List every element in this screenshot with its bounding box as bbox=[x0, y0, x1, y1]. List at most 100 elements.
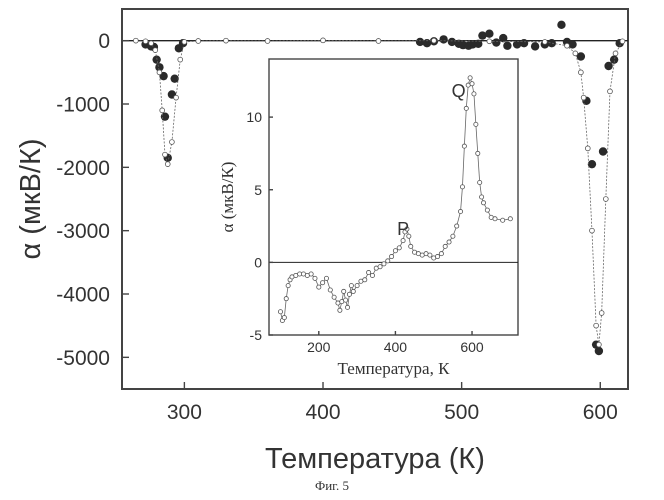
main-data-point bbox=[548, 39, 556, 47]
inset-data-point bbox=[324, 276, 328, 280]
main-y-axis-title: α (мкВ/К) bbox=[15, 138, 47, 259]
inset-data-point bbox=[321, 281, 325, 285]
main-data-point bbox=[596, 342, 601, 347]
inset-data-point bbox=[481, 201, 485, 205]
inset-x-axis-title: Температура, К bbox=[338, 359, 451, 378]
inset-data-point bbox=[349, 284, 353, 288]
main-data-point bbox=[178, 57, 183, 62]
inset-data-point bbox=[286, 284, 290, 288]
main-data-point bbox=[321, 38, 326, 43]
inset-data-point bbox=[501, 218, 505, 222]
main-x-axis-title: Температура (К) bbox=[265, 443, 485, 475]
inset-data-point bbox=[363, 278, 367, 282]
main-x-tick-label: 300 bbox=[167, 401, 202, 424]
inset-data-point bbox=[478, 180, 482, 184]
inset-data-point bbox=[409, 244, 413, 248]
main-data-point bbox=[599, 311, 604, 316]
inset-data-point bbox=[345, 305, 349, 309]
main-data-point bbox=[599, 147, 607, 155]
main-data-point bbox=[170, 140, 175, 145]
inset-x-tick-label: 400 bbox=[384, 339, 408, 355]
inset-data-point bbox=[458, 209, 462, 213]
main-y-tick-label: 0 bbox=[98, 30, 110, 53]
inset-data-point bbox=[472, 92, 476, 96]
main-data-point bbox=[439, 35, 447, 43]
main-data-point bbox=[224, 38, 229, 43]
main-y-tick-label: -2000 bbox=[56, 157, 110, 180]
main-data-point bbox=[585, 146, 590, 151]
main-data-point bbox=[149, 41, 154, 46]
main-x-tick-label: 600 bbox=[583, 401, 618, 424]
main-data-point bbox=[610, 55, 618, 63]
inset-data-point bbox=[462, 144, 466, 148]
inset-data-point bbox=[351, 289, 355, 293]
main-data-point bbox=[174, 95, 179, 100]
main-data-point bbox=[182, 40, 187, 45]
main-data-point bbox=[265, 39, 270, 44]
main-y-tick-label: -5000 bbox=[56, 347, 110, 370]
inset-data-point bbox=[309, 272, 313, 276]
inset-x-tick-label: 200 bbox=[307, 339, 331, 355]
main-y-tick-label: -3000 bbox=[56, 220, 110, 243]
main-data-point bbox=[143, 39, 148, 44]
main-y-tick-label: -4000 bbox=[56, 284, 110, 307]
main-data-point bbox=[542, 40, 547, 45]
inset-data-point bbox=[317, 285, 321, 289]
inset-data-point bbox=[476, 151, 480, 155]
main-data-point bbox=[557, 21, 565, 29]
main-data-point bbox=[133, 38, 138, 43]
inset-data-point bbox=[278, 310, 282, 314]
main-x-tick-label: 500 bbox=[444, 401, 479, 424]
inset-annotation-q: Q bbox=[452, 81, 466, 101]
main-data-point bbox=[163, 152, 168, 157]
inset-y-tick-label: -5 bbox=[250, 327, 263, 343]
main-data-point bbox=[531, 42, 539, 50]
inset-data-point bbox=[480, 195, 484, 199]
inset-data-point bbox=[508, 217, 512, 221]
inset-data-point bbox=[282, 315, 286, 319]
inset-data-point bbox=[468, 76, 472, 80]
inset-data-point bbox=[451, 234, 455, 238]
inset-data-point bbox=[344, 298, 348, 302]
main-data-point bbox=[196, 39, 201, 44]
inset-data-point bbox=[470, 82, 474, 86]
main-data-point bbox=[568, 40, 576, 48]
main-data-point bbox=[590, 228, 595, 233]
inset-data-point bbox=[447, 240, 451, 244]
main-data-point bbox=[487, 39, 492, 44]
main-data-point bbox=[503, 42, 511, 50]
main-data-point bbox=[595, 347, 603, 355]
inset-y-tick-label: 0 bbox=[254, 254, 262, 270]
inset-data-point bbox=[367, 270, 371, 274]
main-data-point bbox=[160, 108, 165, 113]
inset-data-point bbox=[389, 254, 393, 258]
main-data-point bbox=[157, 70, 162, 75]
main-data-point bbox=[603, 197, 608, 202]
main-data-point bbox=[573, 51, 578, 56]
main-data-point bbox=[581, 95, 586, 100]
main-data-point bbox=[620, 39, 625, 44]
inset-data-point bbox=[443, 244, 447, 248]
inset-data-point bbox=[401, 238, 405, 242]
inset-data-point bbox=[382, 262, 386, 266]
inset-data-point bbox=[347, 292, 351, 296]
inset-data-point bbox=[397, 246, 401, 250]
main-data-point bbox=[485, 30, 493, 38]
inset-data-point bbox=[328, 288, 332, 292]
inset-data-point bbox=[342, 289, 346, 293]
main-data-point bbox=[432, 38, 437, 43]
main-data-point bbox=[520, 39, 528, 47]
inset-data-point bbox=[464, 106, 468, 110]
inset-data-point bbox=[378, 265, 382, 269]
main-data-point bbox=[613, 51, 618, 56]
inset-data-point bbox=[460, 185, 464, 189]
main-data-point bbox=[376, 39, 381, 44]
inset-x-tick-label: 600 bbox=[460, 339, 484, 355]
main-data-point bbox=[565, 43, 570, 48]
inset-data-point bbox=[284, 297, 288, 301]
main-data-point bbox=[594, 323, 599, 328]
main-data-point bbox=[492, 38, 500, 46]
inset-data-point bbox=[435, 254, 439, 258]
main-x-tick-label: 400 bbox=[305, 401, 340, 424]
